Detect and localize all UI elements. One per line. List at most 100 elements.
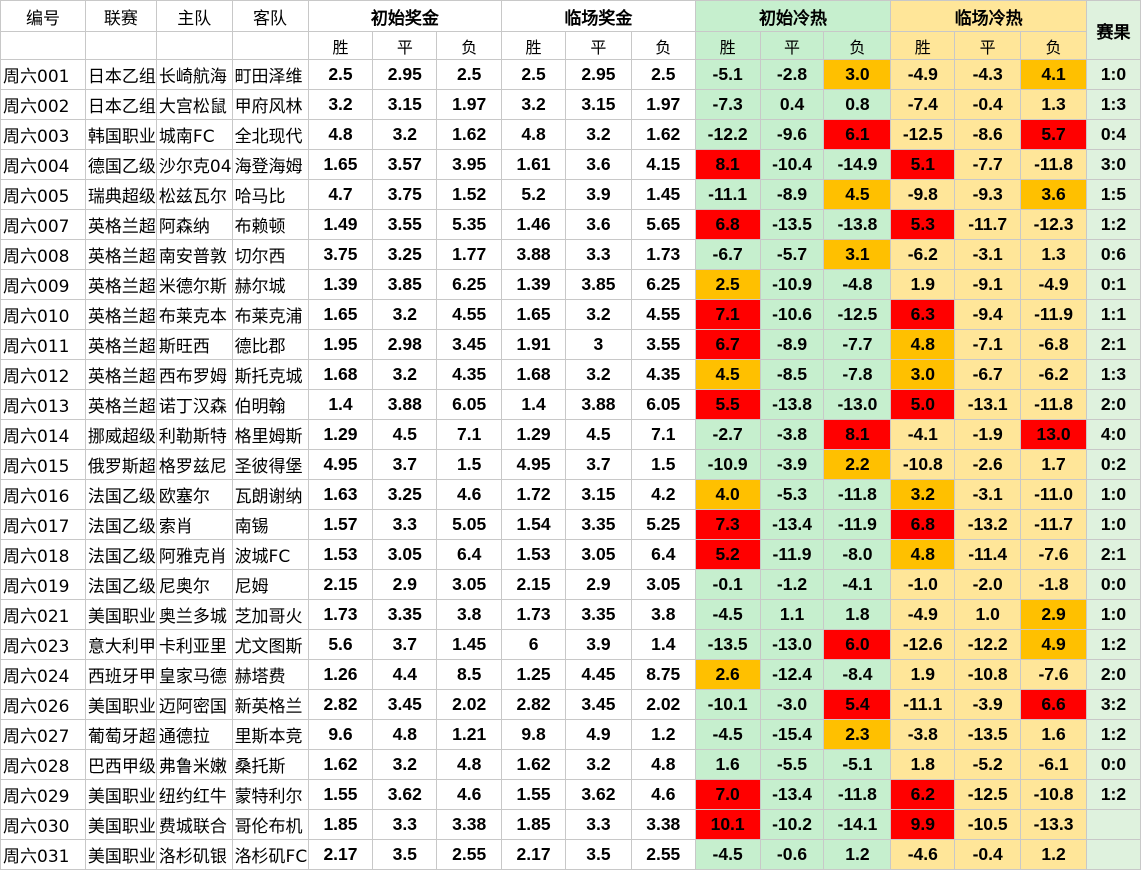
final-heat-cell: -0.4 — [954, 89, 1022, 120]
init-heat-cell: -13.0 — [759, 629, 825, 660]
init-odds-cell: 1.21 — [436, 719, 503, 750]
result-cell: 1:0 — [1085, 509, 1141, 540]
init-heat-cell: -13.8 — [759, 389, 825, 420]
result-cell: 3:0 — [1085, 149, 1141, 180]
final-heat-cell: -12.6 — [890, 629, 956, 660]
init-heat-cell: 8.1 — [823, 419, 892, 450]
final-heat-cell: -12.2 — [954, 629, 1022, 660]
final-heat-cell: -7.6 — [1020, 659, 1087, 690]
final-odds-cell: 5.65 — [630, 209, 696, 240]
final-odds-cell: 1.2 — [630, 719, 696, 750]
init-odds-cell: 5.35 — [436, 209, 503, 240]
init-odds-cell: 6.4 — [436, 539, 503, 570]
init-heat-cell: 1.1 — [759, 599, 825, 630]
sub-win: 胜 — [501, 31, 566, 60]
final-heat-cell: -9.4 — [954, 299, 1022, 330]
init-odds-cell: 3.75 — [372, 179, 438, 210]
final-heat-cell: 1.9 — [890, 269, 956, 300]
final-odds-cell: 2.17 — [501, 839, 566, 870]
final-heat-cell: -8.6 — [954, 119, 1022, 150]
header-init-prize: 初始奖金 — [307, 0, 503, 32]
final-heat-cell: 5.7 — [1020, 119, 1087, 150]
final-odds-cell: 1.4 — [630, 629, 696, 660]
final-odds-cell: 7.1 — [630, 419, 696, 450]
final-heat-cell: -2.0 — [954, 569, 1022, 600]
final-heat-cell: -4.9 — [1020, 269, 1087, 300]
init-odds-cell: 1.73 — [307, 599, 374, 630]
init-heat-cell: 5.5 — [694, 389, 761, 420]
match-id-cell: 周六018 — [0, 539, 86, 570]
final-heat-cell: -10.8 — [1020, 779, 1087, 810]
result-cell: 1:2 — [1085, 779, 1141, 810]
init-heat-cell: -2.8 — [759, 59, 825, 90]
home-team-cell: 城南FC — [155, 119, 233, 150]
league-cell: 英格兰超 — [84, 359, 157, 390]
table-row: 周六017 法国乙级 索肖 南锡 1.57 3.3 5.05 1.54 3.35 5.25 7.3-… — [0, 509, 1141, 540]
match-id-cell: 周六002 — [0, 89, 86, 120]
init-heat-cell: -13.5 — [694, 629, 761, 660]
final-odds-cell: 1.5 — [630, 449, 696, 480]
header-init-heat: 初始冷热 — [694, 0, 892, 32]
result-cell: 0:6 — [1085, 239, 1141, 270]
league-cell: 英格兰超 — [84, 389, 157, 420]
init-heat-cell: 4.5 — [694, 359, 761, 390]
header-row-1: 编号 联赛 主队 客队 初始奖金 临场奖金 初始冷热 临场冷热 赛果 — [0, 0, 1141, 60]
final-heat-cell: -0.4 — [954, 839, 1022, 870]
final-heat-cell: 1.0 — [954, 599, 1022, 630]
table-row: 周六002 日本乙组 大宫松鼠 甲府风林 3.2 3.15 1.97 3.2 3.15 1.97-… — [0, 89, 1141, 120]
final-odds-cell: 1.53 — [501, 539, 566, 570]
init-heat-cell: 5.4 — [823, 689, 892, 720]
init-odds-cell: 4.8 — [436, 749, 503, 780]
table-row: 周六003 韩国职业 城南FC 全北现代 4.8 3.2 1.62 4.8 3.2 1.62 -12… — [0, 119, 1141, 150]
init-heat-cell: -2.7 — [694, 419, 761, 450]
match-id-cell: 周六031 — [0, 839, 86, 870]
league-cell: 韩国职业 — [84, 119, 157, 150]
final-odds-cell: 3.2 — [501, 89, 566, 120]
match-id-cell: 周六023 — [0, 629, 86, 660]
init-heat-cell: 6.0 — [823, 629, 892, 660]
home-team-cell: 阿雅克肖 — [155, 539, 233, 570]
final-odds-cell: 2.95 — [564, 59, 632, 90]
table-row: 周六030 美国职业 费城联合 哥伦布机 1.85 3.3 3.38 1.85 3.3 3.38 1… — [0, 809, 1141, 840]
init-odds-cell: 2.95 — [372, 59, 438, 90]
final-heat-cell: -6.2 — [890, 239, 956, 270]
init-heat-cell: 8.1 — [694, 149, 761, 180]
home-team-cell: 洛杉矶银 — [155, 839, 233, 870]
final-heat-cell: -5.2 — [954, 749, 1022, 780]
init-heat-cell: 3.0 — [823, 59, 892, 90]
init-odds-cell: 2.5 — [307, 59, 374, 90]
league-cell: 法国乙级 — [84, 509, 157, 540]
init-odds-cell: 3.2 — [372, 299, 438, 330]
init-heat-cell: 7.3 — [694, 509, 761, 540]
table-row: 周六023 意大利甲 卡利亚里 尤文图斯 5.6 3.7 1.45 6 3.9 1.4 -13.5-… — [0, 629, 1141, 660]
init-heat-cell: -14.9 — [823, 149, 892, 180]
final-odds-cell: 3.9 — [564, 629, 632, 660]
final-odds-cell: 2.9 — [564, 569, 632, 600]
home-team-cell: 索肖 — [155, 509, 233, 540]
init-odds-cell: 2.17 — [307, 839, 374, 870]
table-row: 周六031 美国职业 洛杉矶银 洛杉矶FC 2.17 3.5 2.55 2.17 3.5 2.55… — [0, 839, 1141, 870]
init-odds-cell: 3.35 — [372, 599, 438, 630]
final-odds-cell: 2.82 — [501, 689, 566, 720]
header-id: 编号 — [0, 0, 86, 32]
final-odds-cell: 1.91 — [501, 329, 566, 360]
final-odds-cell: 1.97 — [630, 89, 696, 120]
init-odds-cell: 3.45 — [436, 329, 503, 360]
match-id-cell: 周六010 — [0, 299, 86, 330]
away-team-cell: 格里姆斯 — [231, 419, 309, 450]
result-cell: 1:0 — [1085, 599, 1141, 630]
sub-win: 胜 — [890, 31, 956, 60]
result-cell: 2:1 — [1085, 539, 1141, 570]
init-odds-cell: 3.2 — [372, 749, 438, 780]
match-id-cell: 周六005 — [0, 179, 86, 210]
match-id-cell: 周六028 — [0, 749, 86, 780]
final-heat-cell: 2.9 — [1020, 599, 1087, 630]
result-cell: 1:2 — [1085, 719, 1141, 750]
final-odds-cell: 3.8 — [630, 599, 696, 630]
sub-draw: 平 — [954, 31, 1022, 60]
final-heat-cell: -6.1 — [1020, 749, 1087, 780]
init-heat-cell: -5.1 — [823, 749, 892, 780]
final-odds-cell: 4.5 — [564, 419, 632, 450]
home-team-cell: 沙尔克04 — [155, 149, 233, 180]
final-heat-cell: 1.8 — [890, 749, 956, 780]
